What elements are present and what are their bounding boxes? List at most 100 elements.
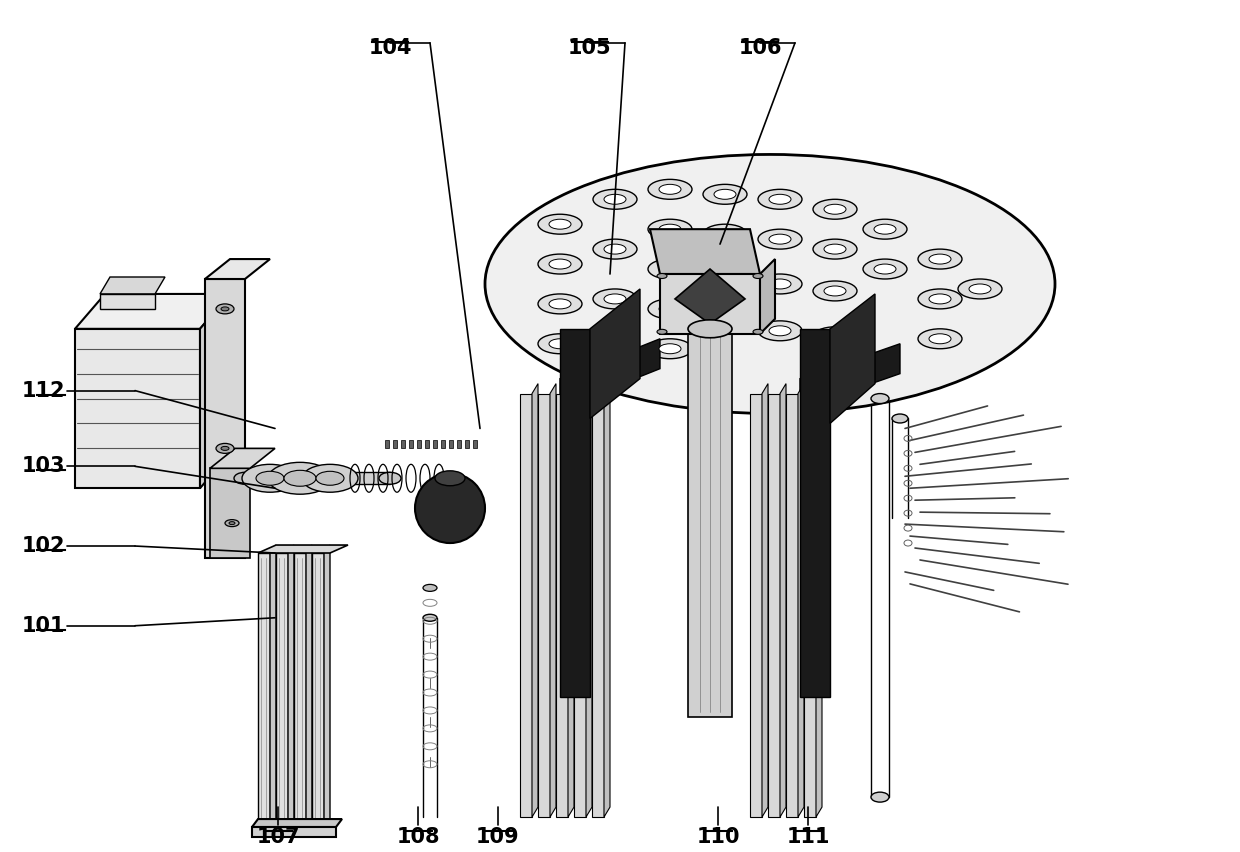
Ellipse shape [758, 321, 802, 341]
Ellipse shape [549, 219, 570, 229]
Polygon shape [258, 545, 348, 553]
Text: 104: 104 [368, 37, 412, 58]
Ellipse shape [825, 286, 846, 296]
Polygon shape [252, 819, 342, 827]
Polygon shape [425, 440, 429, 448]
Polygon shape [409, 440, 413, 448]
Ellipse shape [874, 224, 897, 234]
Text: 108: 108 [397, 827, 440, 847]
Ellipse shape [593, 189, 637, 210]
Ellipse shape [658, 184, 681, 194]
Polygon shape [800, 343, 900, 408]
Text: 107: 107 [257, 827, 300, 847]
Ellipse shape [657, 273, 667, 279]
Ellipse shape [870, 792, 889, 802]
Polygon shape [306, 545, 312, 827]
Ellipse shape [604, 294, 626, 304]
Ellipse shape [229, 521, 236, 525]
Ellipse shape [870, 394, 889, 404]
Ellipse shape [758, 274, 802, 294]
Polygon shape [210, 469, 250, 558]
Ellipse shape [549, 259, 570, 269]
Ellipse shape [918, 289, 962, 309]
Polygon shape [205, 279, 246, 558]
Polygon shape [200, 294, 229, 488]
Polygon shape [401, 440, 405, 448]
Ellipse shape [657, 330, 667, 334]
Ellipse shape [863, 259, 906, 279]
Polygon shape [458, 440, 461, 448]
Polygon shape [74, 294, 229, 329]
Ellipse shape [649, 180, 692, 199]
Ellipse shape [268, 463, 332, 494]
Ellipse shape [813, 327, 857, 347]
Ellipse shape [929, 294, 951, 304]
Polygon shape [830, 294, 875, 423]
Ellipse shape [813, 281, 857, 301]
Text: 106: 106 [738, 37, 781, 58]
Polygon shape [800, 329, 830, 698]
Polygon shape [660, 274, 760, 334]
Ellipse shape [538, 254, 582, 274]
Ellipse shape [221, 307, 229, 311]
Polygon shape [568, 383, 574, 817]
Text: 105: 105 [568, 37, 611, 58]
Ellipse shape [968, 284, 991, 294]
Text: 101: 101 [21, 616, 64, 636]
Polygon shape [100, 294, 155, 309]
Polygon shape [277, 553, 288, 827]
Polygon shape [604, 383, 610, 817]
Text: 112: 112 [21, 381, 64, 400]
Text: 109: 109 [476, 827, 520, 847]
Ellipse shape [658, 343, 681, 354]
Ellipse shape [303, 464, 358, 492]
Ellipse shape [825, 245, 846, 254]
Polygon shape [441, 440, 445, 448]
Polygon shape [449, 440, 453, 448]
Polygon shape [270, 545, 277, 827]
Ellipse shape [714, 189, 737, 199]
Ellipse shape [825, 331, 846, 342]
Ellipse shape [538, 294, 582, 314]
Polygon shape [587, 383, 591, 817]
Polygon shape [417, 440, 422, 448]
Ellipse shape [863, 219, 906, 239]
Ellipse shape [658, 264, 681, 274]
Ellipse shape [703, 269, 746, 289]
Polygon shape [560, 329, 590, 698]
Polygon shape [74, 329, 200, 488]
Ellipse shape [423, 614, 436, 621]
Ellipse shape [703, 314, 746, 334]
Polygon shape [590, 289, 640, 418]
Polygon shape [538, 394, 551, 817]
Ellipse shape [538, 214, 582, 234]
Polygon shape [780, 383, 786, 817]
Ellipse shape [549, 339, 570, 348]
Ellipse shape [604, 194, 626, 204]
Ellipse shape [813, 199, 857, 219]
Polygon shape [246, 472, 391, 484]
Text: 110: 110 [696, 827, 740, 847]
Ellipse shape [435, 471, 465, 486]
Ellipse shape [593, 289, 637, 309]
Ellipse shape [649, 339, 692, 359]
Ellipse shape [769, 325, 791, 336]
Ellipse shape [714, 319, 737, 329]
Polygon shape [312, 553, 324, 827]
Ellipse shape [234, 472, 255, 484]
Polygon shape [384, 440, 389, 448]
Circle shape [415, 474, 485, 543]
Ellipse shape [284, 470, 316, 486]
Ellipse shape [703, 224, 746, 245]
Polygon shape [786, 394, 799, 817]
Polygon shape [804, 394, 816, 817]
Text: 103: 103 [21, 457, 64, 476]
Ellipse shape [216, 443, 234, 453]
Polygon shape [768, 394, 780, 817]
Ellipse shape [825, 204, 846, 214]
Ellipse shape [604, 245, 626, 254]
Ellipse shape [379, 472, 401, 484]
Polygon shape [472, 440, 477, 448]
Ellipse shape [549, 299, 570, 309]
Polygon shape [520, 394, 532, 817]
